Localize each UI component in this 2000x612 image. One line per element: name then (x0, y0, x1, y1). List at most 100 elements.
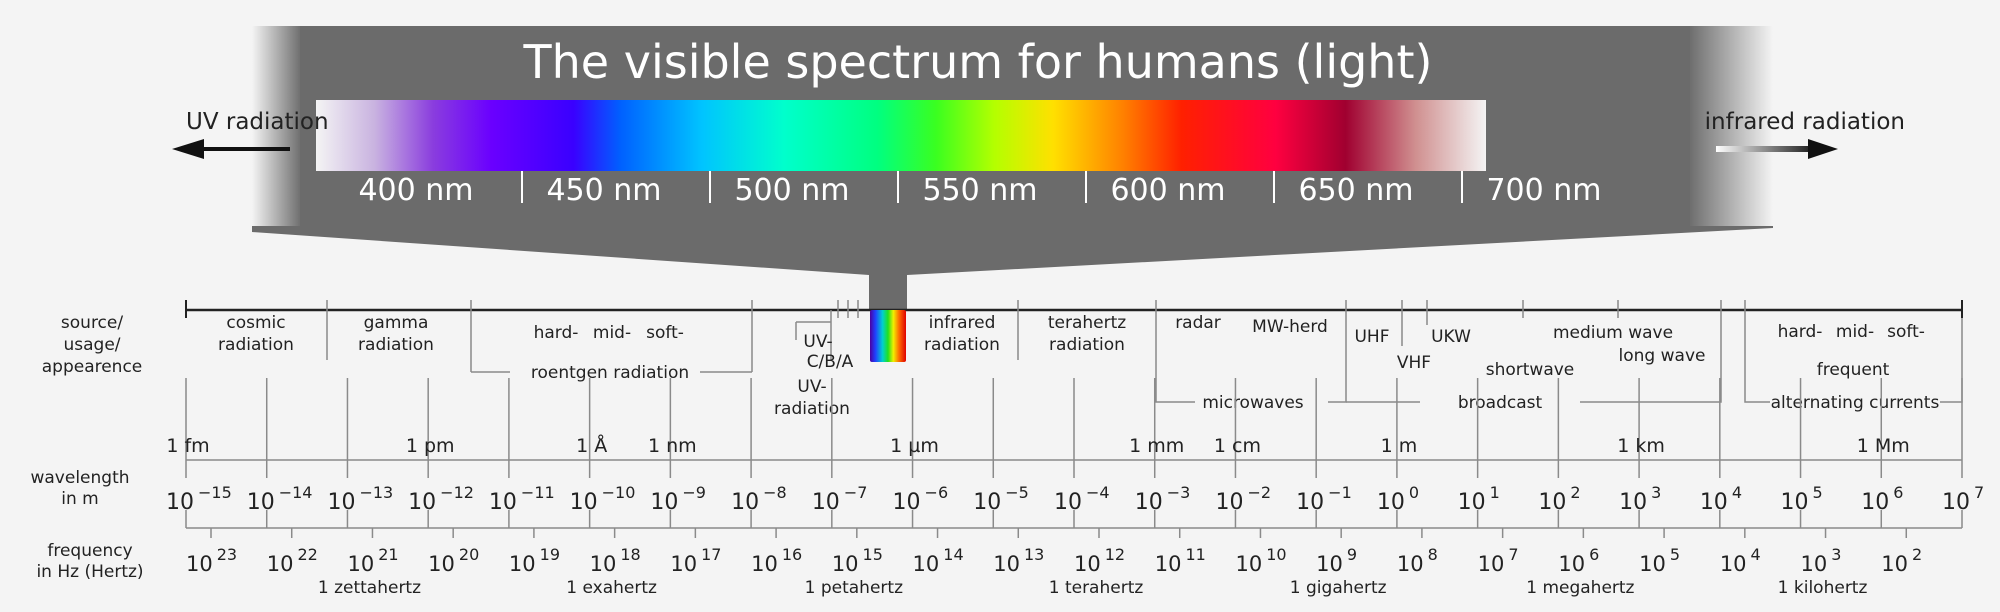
frequency-row-label-2: in Hz (Hertz) (36, 562, 143, 582)
visible-tick-label: 450 nm (546, 173, 661, 208)
wavelength-power-label: 10 −8 (731, 483, 787, 515)
uv-cba-label: UV- (803, 332, 832, 352)
visible-tick-label: 600 nm (1110, 173, 1225, 208)
wavelength-power-label: 10 −2 (1215, 483, 1271, 515)
wavelength-power-label: 10 −11 (489, 483, 555, 515)
frequency-unit-label: 1 petahertz (805, 578, 903, 598)
hard-current-label: hard- (1778, 322, 1823, 342)
source-row-label-1: source/ (61, 313, 123, 333)
wavelength-power-label: 10 0 (1377, 483, 1419, 515)
frequent-label: frequent (1817, 360, 1890, 380)
length-unit-label: 1 µm (890, 435, 939, 457)
visible-tick-label: 400 nm (358, 173, 473, 208)
alternating-currents-label: alternating currents (1771, 393, 1940, 413)
terahertz-band-label: terahertz (1048, 313, 1126, 333)
uv-radiation-label: UV radiation (186, 109, 329, 135)
frequency-power-label: 10 21 (347, 545, 398, 576)
frequency-power-label: 10 16 (751, 545, 802, 576)
frequency-row-label-1: frequency (47, 541, 132, 561)
wavelength-power-label: 10 3 (1619, 483, 1661, 515)
frequency-power-label: 10 13 (993, 545, 1044, 576)
wavelength-power-labels: 10 −15 10 −14 10 −13 10 −12 10 −11 10 −10 10 −9 10 −8 10… (166, 483, 1984, 515)
wavelength-power-label: 10 −4 (1054, 483, 1110, 515)
uhf-label: UHF (1354, 327, 1389, 347)
infrared-radiation-label: infrared radiation (1705, 109, 1905, 135)
terahertz-band-label-2: radiation (1049, 335, 1125, 355)
source-row-label-2: usage/ (63, 335, 120, 355)
shortwave-label: shortwave (1486, 360, 1575, 380)
visible-wavelength-ticks: 400 nm 450 nm 500 nm 550 nm 600 nm 650 nm 700 … (358, 171, 1602, 208)
frequency-unit-label: 1 gigahertz (1290, 578, 1387, 598)
length-unit-label: 1 cm (1214, 435, 1261, 457)
wavelength-power-label: 10 −3 (1135, 483, 1191, 515)
vhf-label: VHF (1397, 353, 1431, 373)
wavelength-power-label: 10 −12 (408, 483, 474, 515)
visible-tick-label: 550 nm (922, 173, 1037, 208)
visible-spectrum-banner: The visible spectrum for humans (light) (252, 26, 1773, 310)
scale-lines (185, 378, 1963, 529)
radar-label: radar (1175, 313, 1221, 333)
wavelength-power-label: 10 −7 (812, 483, 868, 515)
wavelength-power-label: 10 4 (1700, 483, 1742, 515)
frequency-power-label: 10 17 (670, 545, 721, 576)
band-labels: cosmic radiation gamma radiation hard- m… (218, 313, 1939, 419)
wavelength-power-label: 10 −9 (650, 483, 706, 515)
length-unit-label: 1 Mm (1857, 435, 1910, 457)
frequency-power-label: 10 18 (590, 545, 641, 576)
length-unit-label: 1 fm (166, 435, 209, 457)
wavelength-power-label: 10 −14 (247, 483, 313, 515)
frequency-power-label: 10 10 (1235, 545, 1286, 576)
wavelength-power-label: 10 −10 (570, 483, 636, 515)
frequency-power-label: 10 15 (832, 545, 883, 576)
mini-visible-spectrum (870, 310, 906, 362)
cosmic-radiation-label: cosmic (226, 313, 285, 333)
visible-tick-label: 500 nm (734, 173, 849, 208)
frequency-power-label: 10 22 (267, 545, 318, 576)
cosmic-radiation-label-2: radiation (218, 335, 294, 355)
microwaves-label: microwaves (1202, 393, 1303, 413)
uv-radiation-indicator: UV radiation (172, 109, 329, 159)
left-arrow-icon (172, 139, 204, 159)
wavelength-power-label: 10 −5 (973, 483, 1029, 515)
length-unit-label: 1 mm (1129, 435, 1184, 457)
frequency-power-label: 10 23 (186, 545, 237, 576)
medium-wave-label: medium wave (1553, 323, 1673, 343)
soft-current-label: soft- (1887, 322, 1925, 342)
soft-xray-label: soft- (646, 323, 684, 343)
frequency-unit-label: 1 zettahertz (318, 578, 421, 598)
mid-xray-label: mid- (593, 323, 631, 343)
frequency-power-label: 10 12 (1074, 545, 1125, 576)
source-row-label-3: appearence (42, 357, 143, 377)
infrared-band-label-2: radiation (924, 335, 1000, 355)
visible-tick-label: 650 nm (1298, 173, 1413, 208)
right-arrow-icon (1808, 139, 1838, 159)
length-unit-label: 1 nm (648, 435, 697, 457)
frequency-power-label: 10 4 (1720, 545, 1761, 576)
frequency-power-label: 10 6 (1558, 545, 1599, 576)
broadcast-label: broadcast (1458, 393, 1543, 413)
length-unit-label: 1 Å (576, 434, 607, 457)
frequency-power-label: 10 8 (1397, 545, 1438, 576)
visible-spectrum-bar (316, 100, 1486, 171)
gamma-radiation-label-2: radiation (358, 335, 434, 355)
wavelength-power-label: 10 6 (1861, 483, 1903, 515)
frequency-power-label: 10 2 (1881, 545, 1922, 576)
wavelength-unit-labels: 1 fm 1 pm 1 Å 1 nm 1 µm 1 mm 1 cm 1 m 1 km 1 Mm (166, 434, 1909, 457)
roentgen-radiation-label: roentgen radiation (531, 363, 689, 383)
frequency-unit-label: 1 terahertz (1049, 578, 1144, 598)
frequency-power-label: 10 14 (913, 545, 964, 576)
ukw-label: UKW (1431, 327, 1471, 347)
frequency-unit-label: 1 exahertz (566, 578, 657, 598)
wavelength-power-label: 10 −15 (166, 483, 232, 515)
frequency-power-label: 10 11 (1155, 545, 1206, 576)
uv-radiation-band-label-2: radiation (774, 399, 850, 419)
wavelength-row-label-1: wavelength (30, 468, 129, 488)
frequency-power-label: 10 19 (509, 545, 560, 576)
frequency-power-label: 10 7 (1478, 545, 1519, 576)
infrared-arrow-line (1716, 146, 1818, 152)
source-usage-section (185, 300, 1963, 403)
frequency-power-label: 10 3 (1801, 545, 1842, 576)
frequency-power-label: 10 5 (1639, 545, 1680, 576)
wavelength-power-label: 10 5 (1781, 483, 1823, 515)
